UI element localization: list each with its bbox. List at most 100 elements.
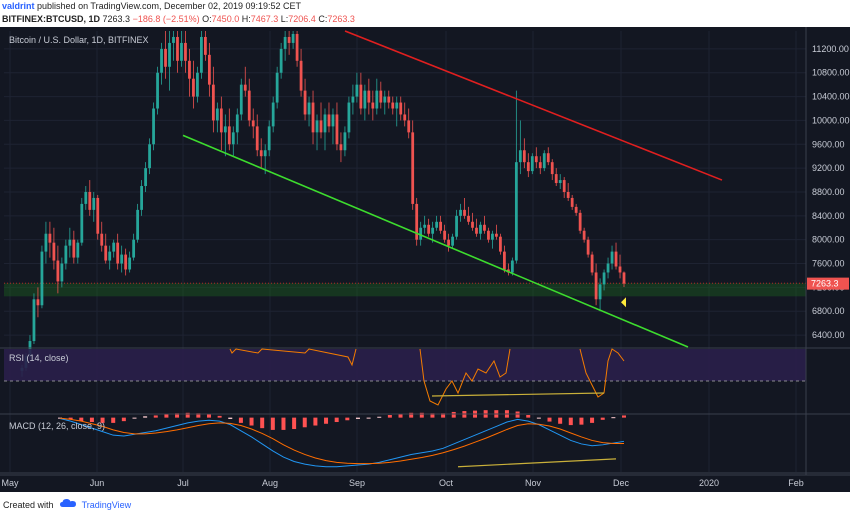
macd-histogram-bar [79,417,84,422]
support-trendline [182,134,689,348]
time-tick-label: Jun [90,478,105,488]
macd-histogram-bar [324,417,329,424]
time-tick-label: May [1,478,19,488]
candle-body [40,251,44,306]
candle-body [184,42,187,61]
candle-body [200,36,203,73]
time-tick-label: Dec [613,478,630,488]
candle-body [574,206,578,213]
candle-body [72,239,76,258]
macd-histogram-bar [313,417,318,426]
candle-body [84,191,88,204]
macd-line [59,418,625,468]
macd-histogram-bar [568,417,573,426]
candle-body [44,233,48,252]
chart-area[interactable]: 40.0030.0020.00 −250.0−500.0 11200.00108… [0,27,850,492]
candle-body [243,84,247,91]
candle-body [570,197,574,207]
candle-body [602,272,606,285]
candle-body [403,114,407,121]
macd-histogram-bar [536,417,541,419]
macd-histogram-bar [270,417,275,430]
price-tick-label: 9600.00 [812,139,845,149]
candle-body [355,84,359,97]
candle-body [96,197,100,234]
macd-histogram-bar [238,417,243,423]
candle-body [407,120,411,133]
macd-histogram-bar [611,417,616,419]
price-tick-label: 9200.00 [812,163,845,173]
author-name[interactable]: valdrint [2,1,35,11]
macd-histogram-bar [345,417,350,421]
candle-body [140,186,143,210]
macd-histogram-bar [249,417,254,426]
macd-histogram-bar [600,417,605,420]
candle-body [323,114,327,133]
candle-body [451,236,454,246]
price-tick-label: 6800.00 [812,306,845,316]
macd-histogram-bar [302,417,307,428]
macd-histogram-bar [398,413,403,418]
macd-histogram-bar [622,415,626,418]
candle-body [128,257,132,270]
candle-body [52,242,56,261]
candle-body [48,233,52,243]
macd-histogram-bar [355,417,360,419]
candle-body [36,299,40,306]
tradingview-cloud-icon[interactable] [60,495,77,516]
candle-body [614,251,618,267]
macd-histogram-bar [515,411,520,418]
candle-body [443,230,446,240]
candle-body [495,233,498,237]
chart-canvas[interactable]: 40.0030.0020.00 −250.0−500.0 11200.00108… [0,27,850,492]
tradingview-brand[interactable]: TradingView [81,500,132,510]
candle-body [499,236,502,252]
candle-body [371,102,375,109]
candle-body [542,153,546,169]
macd-histogram-bar [132,417,137,419]
candle-body [375,90,379,109]
candle-body [203,36,207,55]
candle-body [295,33,299,61]
macd-histogram-bar [228,417,233,419]
macd-histogram-bar [451,411,456,418]
candle-body [311,102,315,133]
rsi-band [4,349,806,381]
price-tick-label: 10800.00 [812,68,850,78]
candle-body [124,254,128,270]
candle-body [606,263,610,273]
macd-histogram-bar [164,414,169,418]
candle-body [207,54,211,85]
candle-body [263,150,267,157]
macd-histogram-bar [409,412,414,418]
candle-body [291,33,295,43]
macd-histogram-bar [121,417,126,422]
chart-title: Bitcoin / U.S. Dollar, 1D, BITFINEX [9,35,149,45]
macd-title: MACD (12, 26, close, 9) [9,421,105,431]
candle-body [387,96,391,103]
high-value: 7467.3 [250,14,279,24]
candle-body [132,239,136,258]
alert-marker-icon [621,297,626,308]
candle-body [172,36,175,43]
candle-body [76,242,80,258]
candle-body [554,174,558,184]
candle-body [546,153,550,163]
candle-body [435,221,439,228]
close-label: C: [318,14,328,24]
macd-histogram-bar [366,417,371,419]
candle-body [522,150,526,163]
candle-body [475,227,478,234]
candle-body [331,114,335,127]
time-tick-label: 2020 [699,478,719,488]
candle-body [594,272,598,300]
candle-body [227,126,231,145]
candle-body [598,284,602,300]
macd-histogram-bar [260,417,265,429]
price-tick-label: 11200.00 [812,44,849,54]
candle-body [383,96,387,103]
candle-body [479,224,482,234]
candle-body [283,36,287,49]
candle-body [152,108,155,145]
axes: 11200.00 10800.00 10400.00 10000.00 9600.00 9… [0,27,850,492]
